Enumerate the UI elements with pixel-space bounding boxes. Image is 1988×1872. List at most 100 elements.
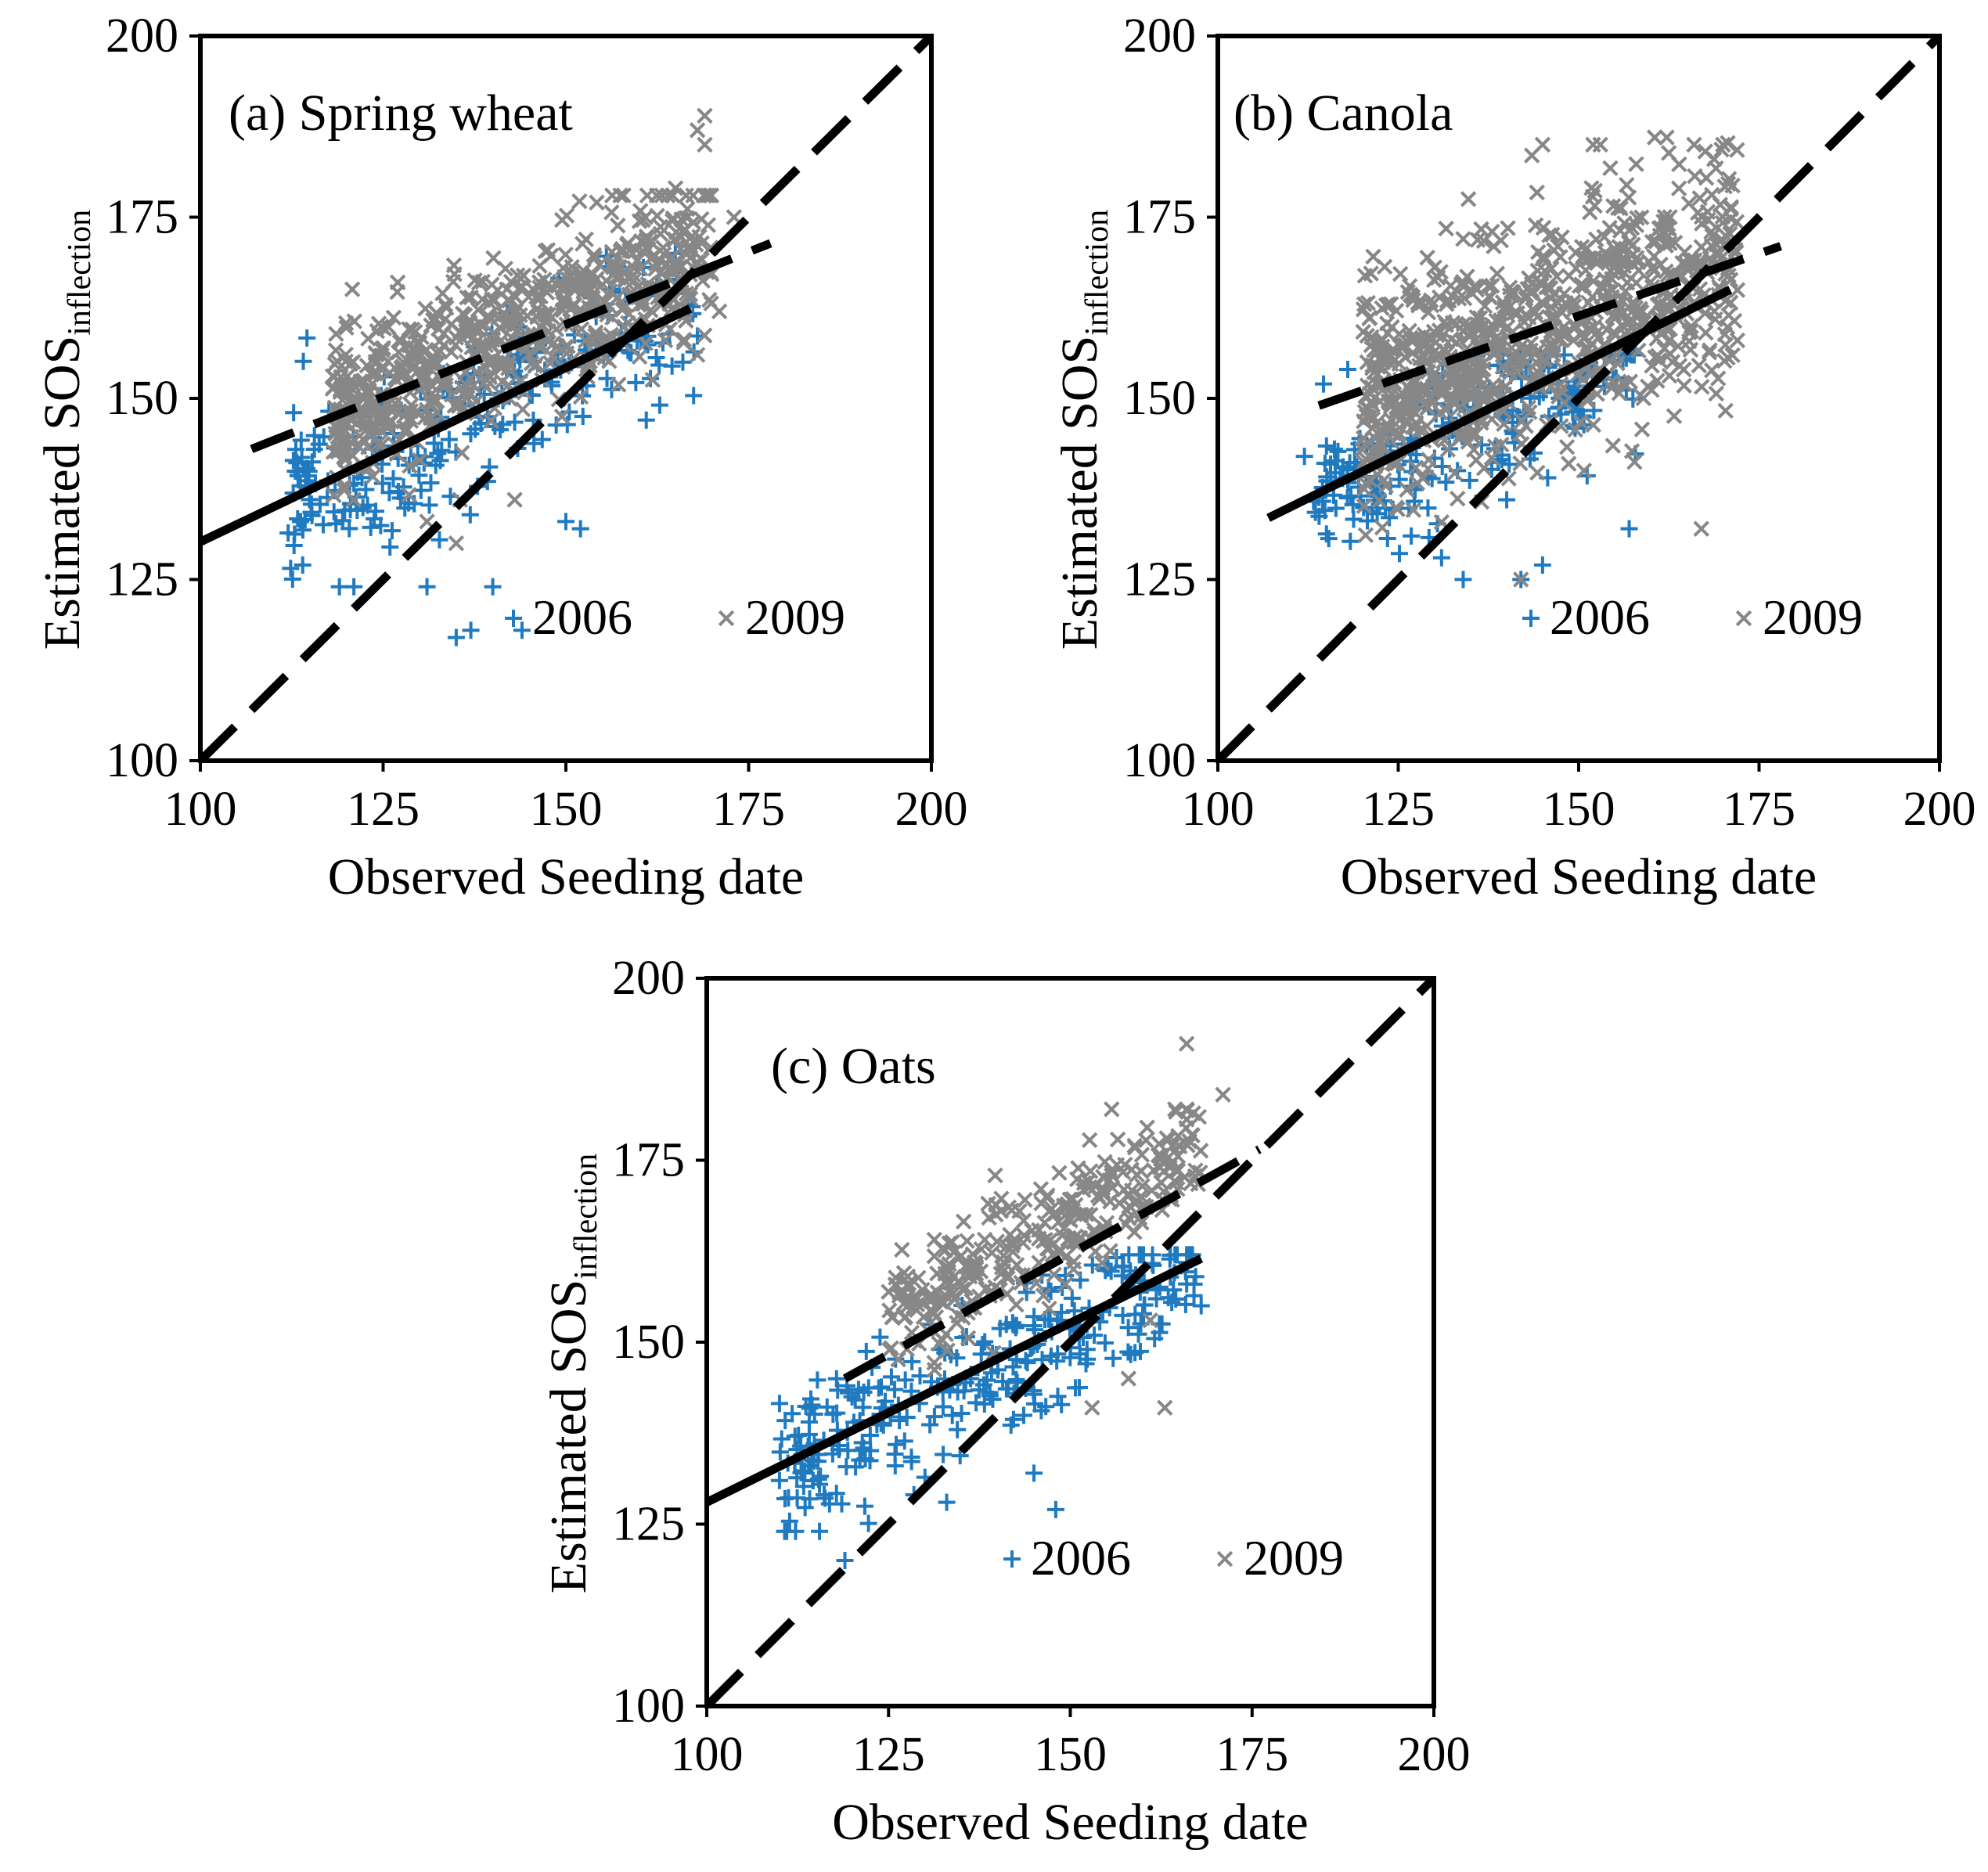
data-point-2009: [1628, 275, 1644, 291]
data-point-2006: [1338, 360, 1356, 378]
data-point-2009: [669, 255, 686, 272]
data-point-2006: [373, 474, 391, 492]
data-point-2006: [1161, 1250, 1179, 1268]
data-point-2009: [333, 441, 349, 458]
data-point-2009: [1142, 1312, 1158, 1329]
data-point-2006: [1533, 556, 1551, 574]
data-point-2009: [1438, 220, 1454, 237]
data-point-2006: [484, 578, 502, 596]
data-point-2006: [976, 1333, 994, 1351]
data-point-2009: [1374, 437, 1391, 455]
x-axis-title: Observed Seeding date: [328, 848, 804, 905]
data-point-2009: [1391, 425, 1407, 441]
data-point-2009: [1078, 1206, 1095, 1222]
data-point-2009: [446, 398, 463, 414]
data-point-2009: [1399, 481, 1415, 498]
data-point-2006: [1004, 1358, 1022, 1376]
data-point-2009: [1580, 250, 1597, 267]
data-point-2009: [1055, 1197, 1072, 1214]
data-point-2006: [285, 404, 303, 422]
2009-regression: [842, 1145, 1262, 1383]
data-point-2009: [989, 1233, 1006, 1250]
y-tick-label: 175: [106, 191, 178, 244]
data-point-2006: [357, 481, 375, 499]
data-point-2009: [428, 344, 445, 361]
data-point-2006: [384, 470, 402, 488]
data-point-2006: [674, 353, 692, 371]
data-point-2009: [1469, 232, 1486, 248]
data-point-2009: [1426, 259, 1442, 275]
data-point-2009: [1693, 520, 1709, 537]
data-point-2009: [1628, 156, 1644, 172]
data-point-2009: [1453, 276, 1470, 293]
data-point-2009: [1383, 296, 1399, 312]
data-point-2009: [610, 376, 627, 393]
data-point-2006: [420, 496, 438, 514]
data-point-2009: [525, 282, 542, 298]
data-point-2009: [987, 1167, 1003, 1184]
data-point-2009: [360, 330, 376, 347]
data-point-2009: [1717, 227, 1734, 244]
data-point-2009: [1710, 370, 1727, 387]
data-point-2009: [514, 401, 531, 418]
data-point-2006: [855, 1497, 873, 1515]
data-point-2009: [1515, 351, 1532, 367]
data-point-2009: [1138, 1132, 1154, 1149]
data-point-2009: [571, 193, 588, 210]
data-point-2009: [1719, 319, 1736, 336]
data-point-2009: [1396, 348, 1414, 365]
data-point-2009: [1450, 490, 1466, 507]
data-point-2009: [1460, 191, 1477, 207]
data-point-2009: [337, 346, 354, 363]
data-point-2006: [882, 1368, 900, 1386]
data-point-2009: [548, 321, 564, 337]
data-point-2009: [1011, 1203, 1028, 1219]
data-point-2006: [887, 1435, 905, 1453]
data-point-2006: [994, 1373, 1012, 1391]
data-point-2009: [1433, 387, 1450, 403]
data-point-2009: [1496, 416, 1512, 432]
1-1-line: [200, 36, 931, 761]
data-point-2009: [1392, 265, 1409, 283]
data-point-2006: [801, 1490, 819, 1508]
data-point-2009: [1354, 441, 1370, 458]
data-point-2006: [1077, 1355, 1095, 1373]
data-point-2009: [402, 457, 418, 474]
data-point-2009: [603, 204, 620, 221]
data-point-2006: [1026, 1321, 1044, 1339]
data-point-2006: [776, 1412, 794, 1430]
data-point-2009: [959, 1233, 975, 1249]
data-point-2006: [830, 1441, 848, 1459]
data-point-2009: [1494, 294, 1511, 311]
data-point-2006: [310, 435, 328, 453]
data-point-2009: [1496, 298, 1513, 315]
data-point-2009: [336, 440, 353, 457]
data-point-2006: [1432, 549, 1450, 567]
data-point-2009: [697, 107, 713, 124]
data-point-2009: [1640, 378, 1656, 395]
data-point-2009: [1081, 1132, 1098, 1149]
data-point-2009: [1414, 470, 1432, 487]
data-point-2009: [337, 353, 354, 369]
data-point-2009: [1139, 1119, 1155, 1136]
data-point-2009: [988, 1197, 1004, 1213]
data-point-2006: [886, 1457, 904, 1475]
data-point-2009: [958, 1258, 975, 1275]
data-point-2009: [572, 265, 589, 282]
data-point-2006: [805, 1405, 823, 1423]
data-point-2009: [564, 258, 580, 275]
data-point-2009: [1068, 1171, 1086, 1188]
data-point-2009: [1109, 1131, 1126, 1148]
data-point-2006: [372, 517, 390, 535]
data-point-2009: [338, 319, 355, 337]
data-point-2006: [809, 1471, 827, 1489]
data-point-2009: [485, 250, 502, 266]
data-point-2009: [1360, 294, 1376, 311]
data-point-2006: [1042, 1282, 1060, 1300]
data-point-2006: [1178, 1275, 1196, 1293]
data-point-2009: [1016, 1227, 1032, 1244]
data-point-2006: [574, 407, 592, 425]
data-point-2006: [292, 431, 310, 449]
data-point-2006: [1620, 520, 1638, 538]
data-point-2009: [696, 327, 713, 344]
